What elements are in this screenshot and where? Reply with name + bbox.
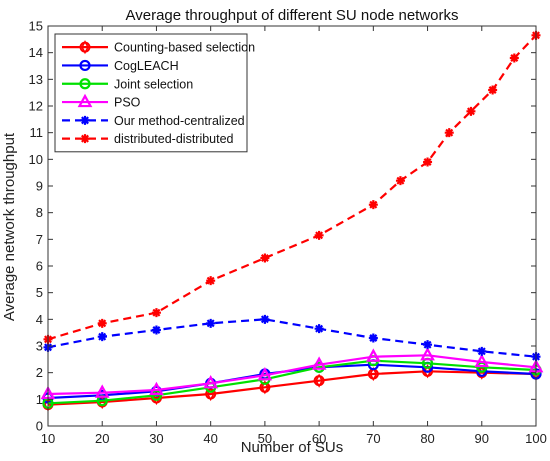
series-4-point-2 (151, 325, 161, 335)
x-tick-label-7: 80 (420, 431, 434, 446)
series-4-point-7 (423, 340, 433, 350)
y-tick-label-0: 0 (36, 419, 43, 434)
series-line-2 (47, 359, 537, 405)
x-tick-label-6: 70 (366, 431, 380, 446)
y-tick-label-2: 2 (36, 365, 43, 380)
series-5-point-3 (206, 276, 216, 286)
legend-item-0: Counting-based selection (62, 40, 255, 55)
series-line-3 (47, 354, 537, 396)
series-3-point-7 (420, 347, 435, 361)
legend-item-3: PSO (62, 93, 141, 110)
y-axis-title: Average network throughput (1, 132, 18, 321)
series-5-point-1 (97, 318, 107, 328)
legend-label-0: Counting-based selection (114, 41, 255, 55)
axes-layer: 10 20 30 40 50 60 70 80 90 1000123456789101112131… (29, 19, 547, 447)
series-5-point-6 (368, 200, 378, 210)
series-4-point-3 (206, 318, 216, 328)
series-4-point-5 (314, 324, 324, 334)
y-tick-label-14: 14 (29, 45, 43, 60)
legend-item-5: distributed-distributed (62, 132, 234, 146)
series-5-point-7 (395, 176, 405, 186)
y-tick-label-1: 1 (36, 392, 43, 407)
x-tick-label-4: 50 (258, 431, 272, 446)
series-layer (40, 30, 544, 412)
x-tick-label-8: 90 (475, 431, 489, 446)
legend-item-2: Joint selection (62, 77, 193, 91)
y-tick-label-4: 4 (36, 312, 43, 327)
y-tick-label-5: 5 (36, 285, 43, 300)
series-0-point-5 (313, 373, 325, 388)
y-tick-label-7: 7 (36, 232, 43, 247)
y-tick-label-12: 12 (29, 99, 43, 114)
plot-frame (47, 25, 537, 427)
series-3-point-3 (203, 375, 219, 389)
y-tick-label-10: 10 (29, 152, 43, 167)
legend-marker-5 (80, 134, 90, 144)
series-3-point-6 (365, 348, 381, 362)
series-5-point-11 (488, 85, 498, 95)
series-4-point-6 (368, 333, 378, 343)
series-3-point-8 (474, 353, 490, 368)
y-tick-label-13: 13 (29, 72, 43, 87)
y-tick-label-3: 3 (36, 339, 43, 354)
x-tick-label-3: 40 (203, 431, 217, 446)
chart-title: Average throughput of different SU node … (126, 7, 459, 24)
series-4-point-8 (477, 346, 487, 356)
x-tick-label-2: 30 (149, 431, 163, 446)
legend-item-1: CogLEACH (62, 59, 179, 73)
series-5-point-2 (151, 308, 161, 318)
series-line-4 (47, 318, 537, 358)
series-5-point-5 (314, 230, 324, 240)
y-tick-label-15: 15 (29, 19, 43, 34)
y-tick-label-9: 9 (36, 179, 43, 194)
series-3-point-1 (94, 384, 110, 398)
x-axis-title: Number of SUs (241, 439, 344, 456)
legend-marker-4 (80, 115, 90, 125)
x-tick-label-5: 60 (312, 431, 326, 446)
series-5-point-10 (466, 106, 476, 116)
series-3 (40, 347, 544, 400)
series-line-0 (47, 370, 537, 406)
series-5-point-9 (444, 128, 454, 138)
legend-marker-3 (77, 93, 93, 108)
series-4-point-4 (260, 314, 270, 324)
series-5 (43, 30, 541, 344)
x-tick-label-9: 100 (525, 431, 547, 446)
series-5-point-12 (509, 53, 519, 63)
series-5-point-4 (260, 253, 270, 263)
series-line-5 (47, 34, 537, 341)
legend-label-1: CogLEACH (114, 59, 179, 73)
legend-label-5: distributed-distributed (114, 132, 234, 146)
series-5-point-8 (423, 157, 433, 167)
legend-marker-2 (79, 78, 91, 90)
y-tick-label-6: 6 (36, 259, 43, 274)
x-tick-label-1: 20 (95, 431, 109, 446)
y-tick-label-11: 11 (30, 125, 44, 140)
series-4-point-1 (97, 332, 107, 342)
x-tick-label-0: 10 (41, 431, 55, 446)
legend-marker-0 (79, 40, 91, 55)
legend-label-3: PSO (114, 96, 141, 110)
legend-label-2: Joint selection (114, 77, 193, 91)
legend-box (54, 33, 248, 153)
legend: Counting-based selection CogLEACH Joint se… (54, 33, 255, 153)
legend-label-4: Our method-centralized (114, 114, 245, 128)
legend-item-4: Our method-centralized (62, 114, 245, 128)
y-tick-label-8: 8 (36, 205, 43, 220)
series-3-point-4 (257, 367, 273, 381)
legend-marker-1 (79, 59, 91, 72)
series-3-point-5 (311, 356, 327, 370)
series-3-point-2 (149, 381, 164, 396)
